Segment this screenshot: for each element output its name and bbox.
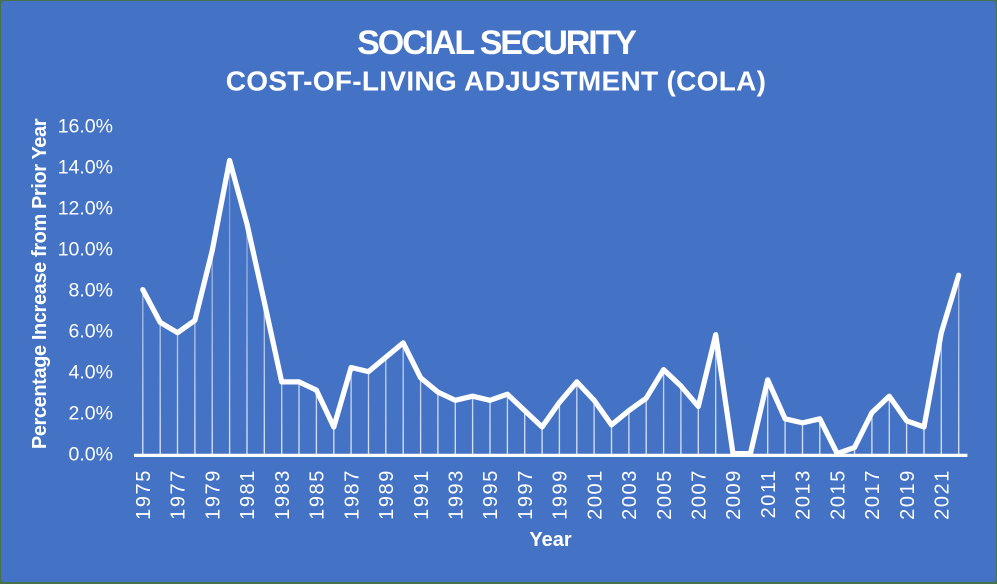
svg-text:2013: 2013 bbox=[793, 469, 815, 520]
svg-text:2009: 2009 bbox=[723, 469, 745, 520]
svg-text:1997: 1997 bbox=[515, 469, 537, 520]
svg-text:2011: 2011 bbox=[758, 469, 780, 518]
svg-text:1999: 1999 bbox=[550, 469, 572, 520]
svg-text:2001: 2001 bbox=[584, 469, 606, 520]
svg-text:12.0%: 12.0% bbox=[58, 198, 113, 220]
svg-text:2007: 2007 bbox=[689, 469, 711, 520]
svg-text:0.0%: 0.0% bbox=[69, 444, 113, 466]
svg-text:2019: 2019 bbox=[897, 469, 919, 520]
svg-text:16.0%: 16.0% bbox=[58, 116, 113, 138]
svg-text:2.0%: 2.0% bbox=[69, 403, 113, 425]
svg-text:1975: 1975 bbox=[133, 469, 155, 520]
svg-text:8.0%: 8.0% bbox=[69, 280, 113, 302]
svg-text:1983: 1983 bbox=[272, 469, 294, 520]
svg-text:Year: Year bbox=[529, 529, 571, 551]
svg-text:SOCIAL SECURITY: SOCIAL SECURITY bbox=[357, 24, 637, 62]
svg-text:1989: 1989 bbox=[376, 469, 398, 520]
svg-text:1995: 1995 bbox=[480, 469, 502, 520]
svg-text:Percentage Increase from Prior: Percentage Increase from Prior Year bbox=[29, 118, 51, 449]
svg-text:COST-OF-LIVING ADJUSTMENT (COL: COST-OF-LIVING ADJUSTMENT (COLA) bbox=[226, 66, 767, 97]
svg-text:1979: 1979 bbox=[202, 469, 224, 520]
svg-text:2021: 2021 bbox=[932, 469, 954, 520]
svg-text:1991: 1991 bbox=[411, 469, 433, 520]
svg-text:2003: 2003 bbox=[619, 469, 641, 520]
svg-text:1987: 1987 bbox=[341, 469, 363, 520]
svg-text:1981: 1981 bbox=[237, 469, 259, 520]
svg-text:4.0%: 4.0% bbox=[69, 362, 113, 384]
svg-text:1985: 1985 bbox=[307, 469, 329, 520]
svg-text:14.0%: 14.0% bbox=[58, 157, 113, 179]
svg-text:1993: 1993 bbox=[446, 469, 468, 520]
svg-text:2015: 2015 bbox=[827, 469, 849, 520]
svg-text:2005: 2005 bbox=[654, 469, 676, 520]
svg-text:1977: 1977 bbox=[168, 469, 190, 520]
svg-text:10.0%: 10.0% bbox=[58, 239, 113, 261]
svg-text:6.0%: 6.0% bbox=[69, 321, 113, 343]
svg-text:2017: 2017 bbox=[862, 469, 884, 520]
